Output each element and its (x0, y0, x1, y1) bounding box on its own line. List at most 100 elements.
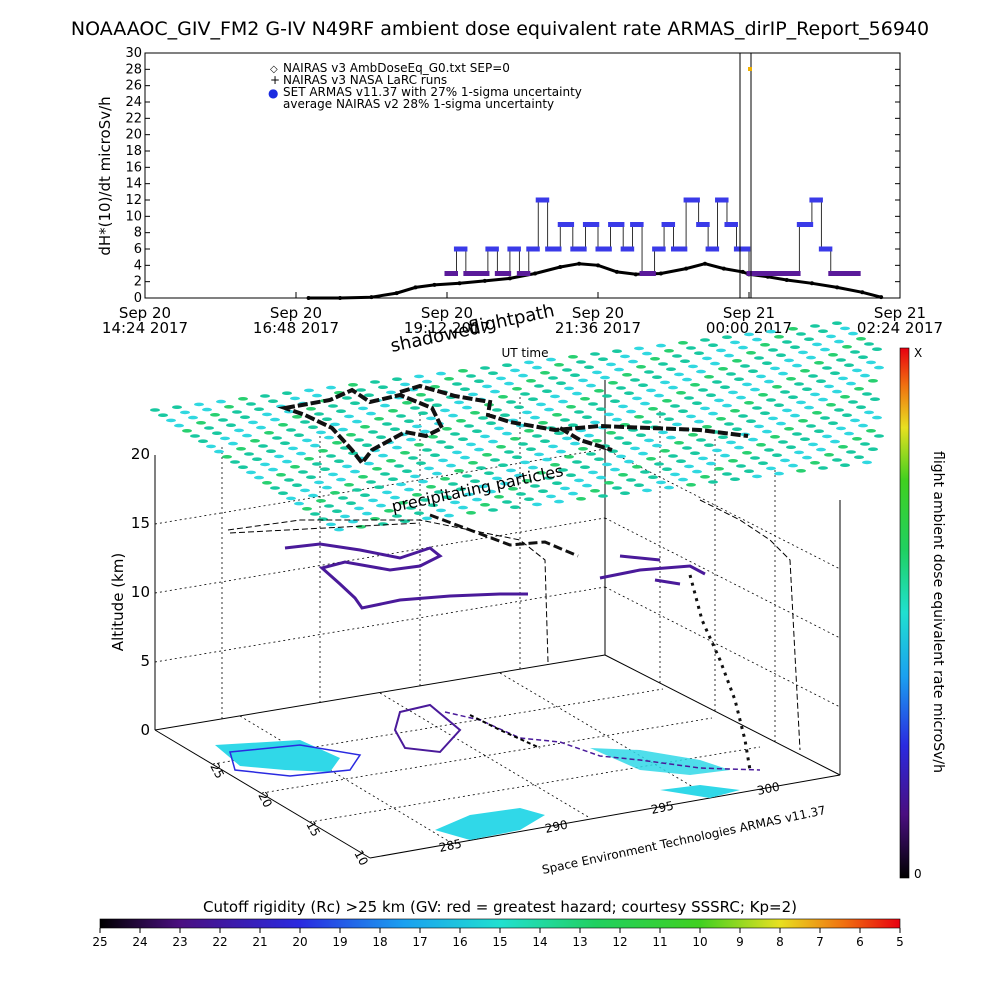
surface-dash (294, 501, 304, 506)
surface-dash (422, 379, 432, 384)
surface-dash (790, 345, 800, 350)
surface-dash (704, 375, 714, 379)
surface-dash (838, 445, 848, 449)
surface-dash (424, 398, 434, 402)
armas-point (503, 271, 509, 276)
surface-dash (778, 371, 788, 376)
surface-dash (450, 500, 460, 505)
surface-dash (838, 376, 848, 381)
surface-dash (592, 370, 602, 375)
surface-dash (866, 360, 876, 365)
surface-dash (668, 454, 678, 458)
surface-dash (478, 484, 488, 489)
x-tick-label-time: 16:48 2017 (253, 319, 339, 337)
surface-dash (758, 393, 768, 397)
armas-point (676, 246, 682, 252)
surface-dash (630, 446, 640, 451)
surface-dash (840, 395, 850, 399)
armas-step-line (447, 199, 850, 274)
surface-dash (734, 445, 744, 450)
surface-dash (386, 459, 396, 463)
surface-dash (376, 435, 386, 440)
armas-point (754, 271, 760, 276)
surface-dash (520, 460, 530, 465)
surface-dash (700, 406, 710, 411)
cutoff-tick-label: 16 (452, 935, 467, 949)
armas-point (667, 222, 673, 227)
x-tick-label-date: Sep 21 (874, 304, 926, 322)
armas-point (515, 246, 521, 252)
surface-dash (488, 371, 498, 376)
nairas-v3-series (308, 262, 882, 300)
surface-dash (804, 337, 814, 342)
armas-point (601, 246, 607, 252)
surface-dash (444, 513, 454, 518)
surface-dash (232, 410, 242, 414)
surface-dash (758, 461, 768, 466)
surface-dash (478, 416, 488, 420)
surface-dash (298, 470, 308, 474)
surface-dash (594, 457, 604, 462)
surface-dash (826, 334, 836, 339)
surface-dash (602, 394, 612, 398)
surface-dash (458, 505, 468, 510)
armas-point (544, 197, 550, 203)
surface-dash (590, 352, 600, 356)
surface-dash (670, 472, 680, 477)
surface-dash (832, 458, 842, 462)
surface-dash (648, 475, 658, 480)
surface-dash (640, 470, 650, 474)
y-tick-label: 10 (125, 209, 142, 224)
surface-dash (504, 450, 514, 454)
surface-dash (568, 423, 578, 428)
armas-point (815, 197, 821, 203)
surface-dash (580, 397, 590, 401)
surface-dash (422, 516, 432, 521)
surface-dash (366, 411, 376, 416)
altitude-flightpath (284, 542, 528, 610)
surface-dash (818, 397, 828, 402)
surface-dash (612, 486, 622, 490)
surface-dash (264, 431, 274, 435)
surface-dash (272, 436, 282, 440)
surface-dash (802, 455, 812, 460)
surface-dash (358, 406, 368, 411)
surface-dash (738, 345, 748, 350)
surface-dash (430, 453, 440, 458)
surface-dash (444, 445, 454, 450)
surface-dash (812, 342, 822, 347)
surface-dash (764, 379, 774, 384)
surface-dash (852, 437, 862, 441)
timeseries-frame (144, 52, 901, 299)
surface-dash (444, 377, 454, 381)
surface-dash (328, 472, 338, 477)
surface-dash (776, 421, 786, 426)
surface-dash (474, 447, 484, 452)
altitude-flightpath-east (599, 554, 706, 586)
legend-symbol-2: + (270, 73, 280, 87)
y-tick-label: 8 (134, 226, 142, 241)
surface-dash (808, 374, 818, 378)
surface-dash (728, 459, 738, 463)
armas-point (573, 246, 579, 252)
surface-dash (314, 480, 324, 485)
surface-dash (424, 466, 434, 471)
surface-dash (642, 420, 652, 424)
surface-dash (570, 441, 580, 446)
surface-dash (216, 399, 226, 404)
surface-dash (560, 418, 570, 422)
spike-marker (748, 67, 752, 71)
cutoff-tick-label: 9 (736, 935, 744, 949)
armas-point (852, 271, 858, 276)
surface-dash (820, 347, 830, 352)
surface-dash (528, 465, 538, 470)
surface-dash (716, 417, 726, 421)
armas-point (809, 197, 815, 203)
surface-dash (504, 381, 514, 386)
surface-dash (284, 478, 294, 482)
surface-dash (416, 461, 426, 466)
surface-dash (752, 337, 762, 342)
surface-dash (530, 415, 540, 420)
surface-dash (346, 501, 356, 506)
